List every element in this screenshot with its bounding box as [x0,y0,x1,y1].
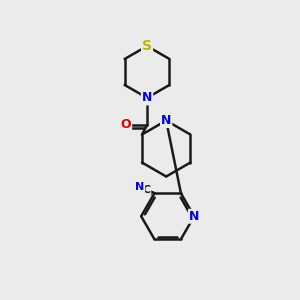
Text: N: N [161,114,171,127]
Text: C: C [142,185,150,195]
Text: O: O [121,118,131,131]
Text: S: S [142,39,152,53]
Text: N: N [135,182,144,192]
Text: N: N [142,92,152,104]
Text: N: N [189,210,200,223]
